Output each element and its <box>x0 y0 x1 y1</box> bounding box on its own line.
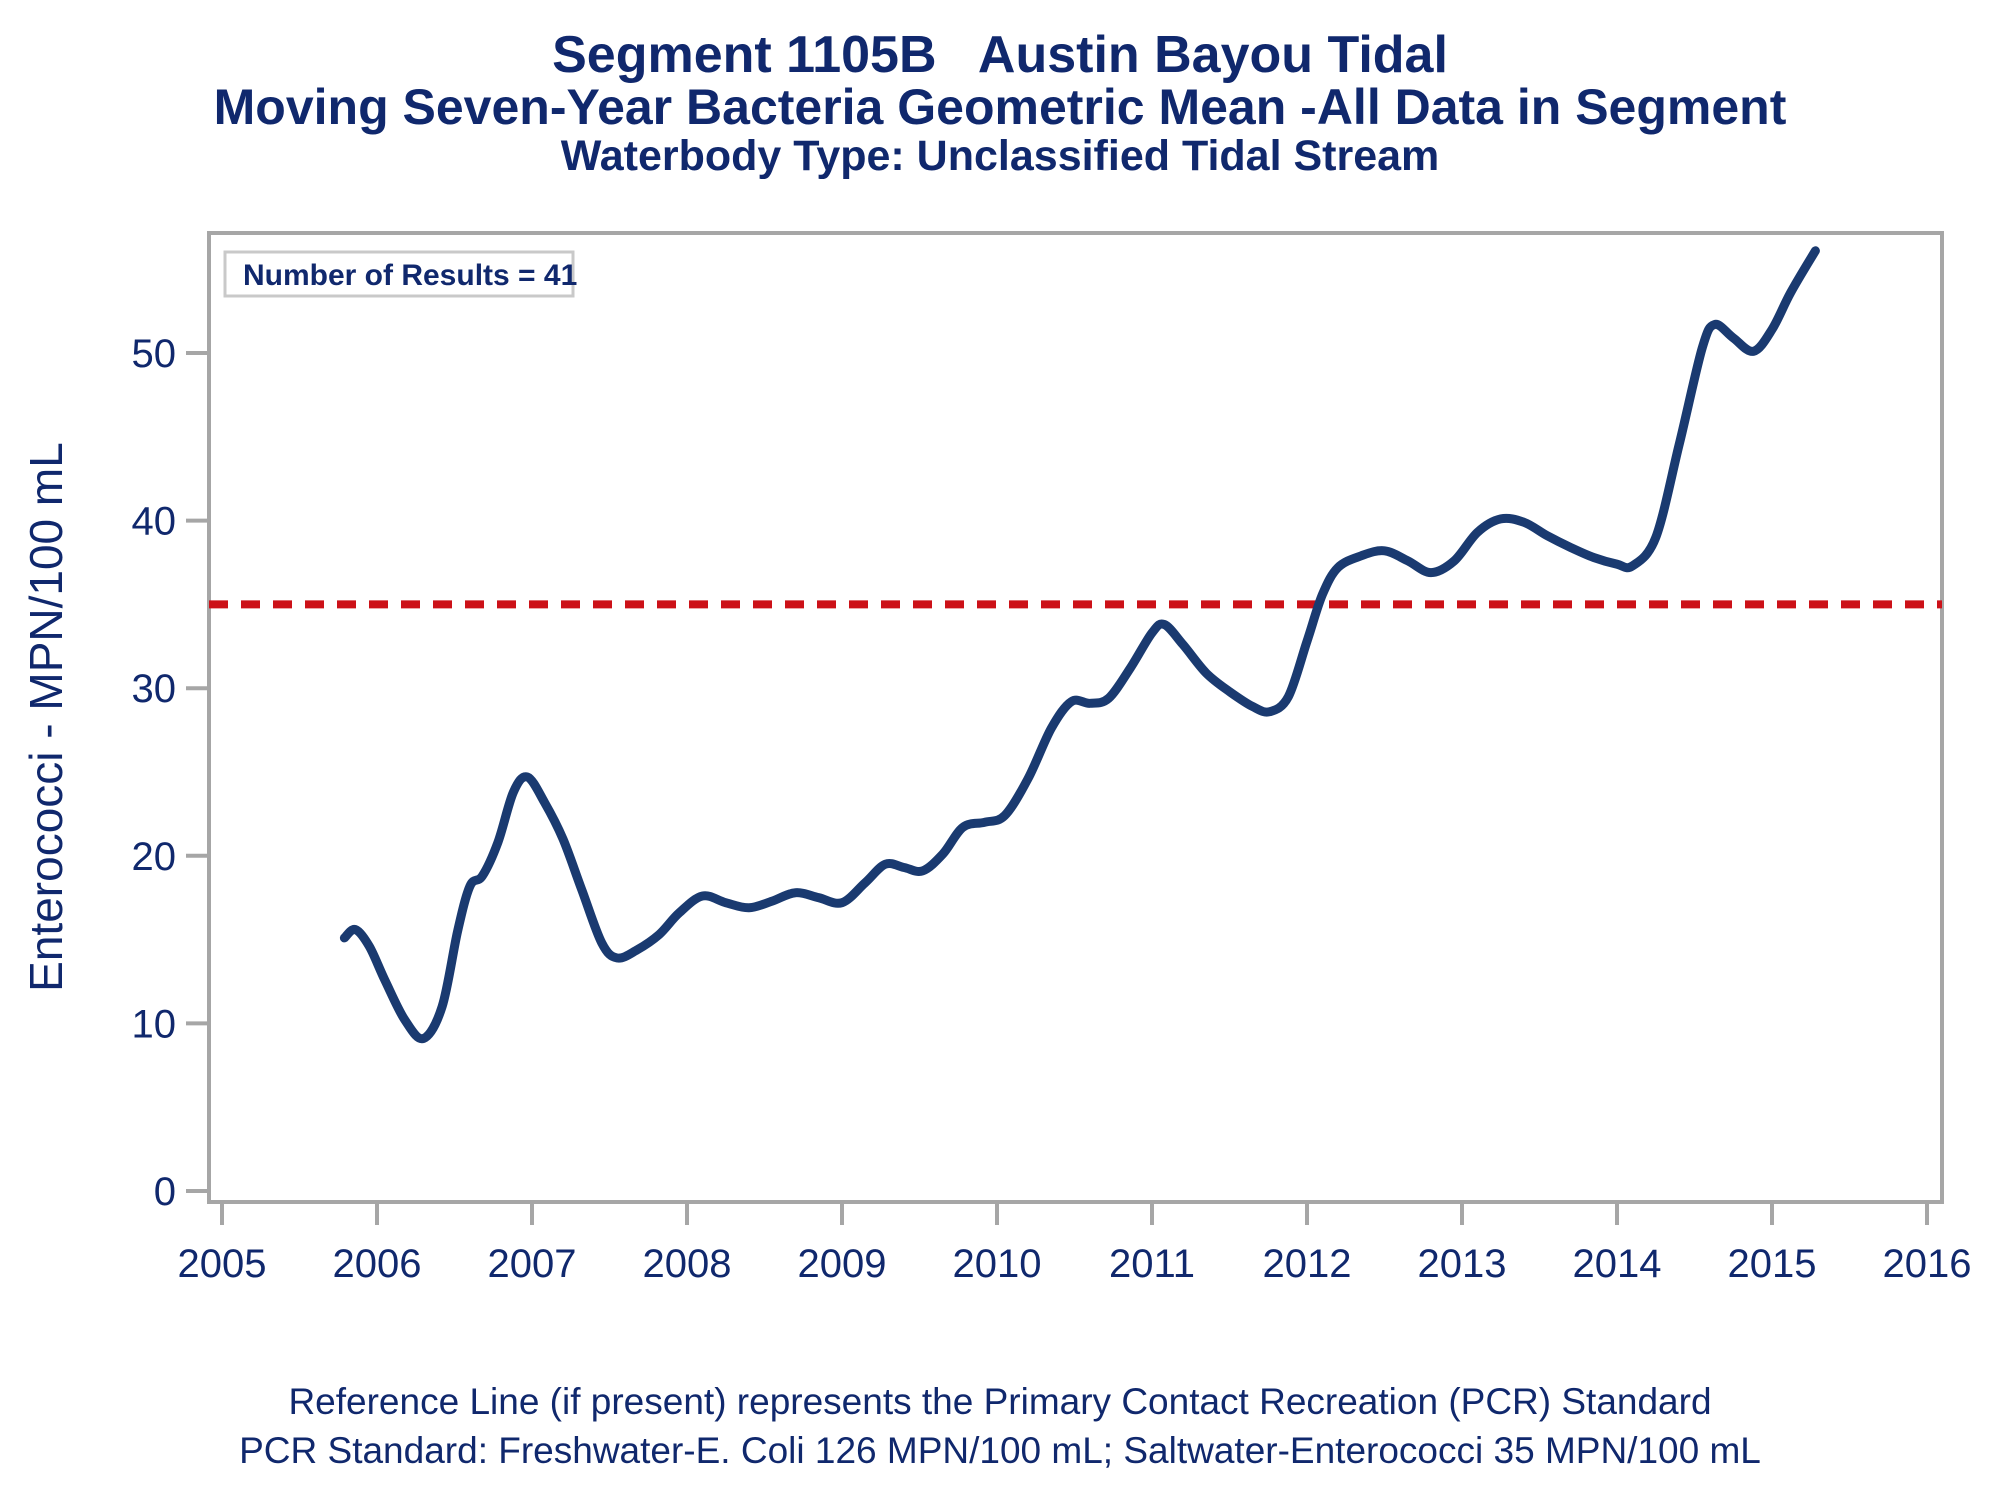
number-of-results-label: Number of Results = 41 <box>243 259 577 292</box>
y-tick-label: 20 <box>132 835 177 879</box>
x-tick-label: 2007 <box>488 1242 577 1286</box>
x-tick-label: 2005 <box>178 1242 267 1286</box>
x-tick-label: 2010 <box>953 1242 1042 1286</box>
y-tick-label: 40 <box>132 500 177 544</box>
y-tick-label: 50 <box>132 332 177 376</box>
x-tick-label: 2012 <box>1263 1242 1352 1286</box>
x-tick-label: 2016 <box>1883 1242 1972 1286</box>
number-of-results-box <box>223 250 575 298</box>
y-tick-label: 0 <box>154 1170 176 1214</box>
x-tick-label: 2014 <box>1573 1242 1662 1286</box>
plot-frame <box>207 231 1944 1204</box>
footnote-line2: PCR Standard: Freshwater-E. Coli 126 MPN… <box>239 1430 1761 1471</box>
x-tick-label: 2009 <box>798 1242 887 1286</box>
chart-title-line2: Moving Seven-Year Bacteria Geometric Mea… <box>214 79 1787 135</box>
footnote-line1: Reference Line (if present) represents t… <box>288 1381 1711 1422</box>
geomean-series-line <box>339 246 1820 1044</box>
x-axis-ticks: 2005 2006 2007 2008 2009 2010 2011 2012 2013 2014… <box>178 1202 1972 1286</box>
y-tick-label: 30 <box>132 667 177 711</box>
chart-title-line1: Segment 1105B Austin Bayou Tidal <box>552 26 1448 84</box>
x-tick-label: 2015 <box>1728 1242 1817 1286</box>
y-axis-ticks: 0 10 20 30 40 50 <box>132 332 209 1214</box>
x-tick-label: 2008 <box>643 1242 732 1286</box>
chart-title-line3: Waterbody Type: Unclassified Tidal Strea… <box>561 132 1440 180</box>
x-tick-label: 2011 <box>1109 1242 1195 1286</box>
x-tick-label: 2013 <box>1418 1242 1507 1286</box>
y-tick-label: 10 <box>132 1002 177 1046</box>
x-tick-label: 2006 <box>333 1242 422 1286</box>
y-axis-title: Enterococci - MPN/100 mL <box>20 442 72 992</box>
